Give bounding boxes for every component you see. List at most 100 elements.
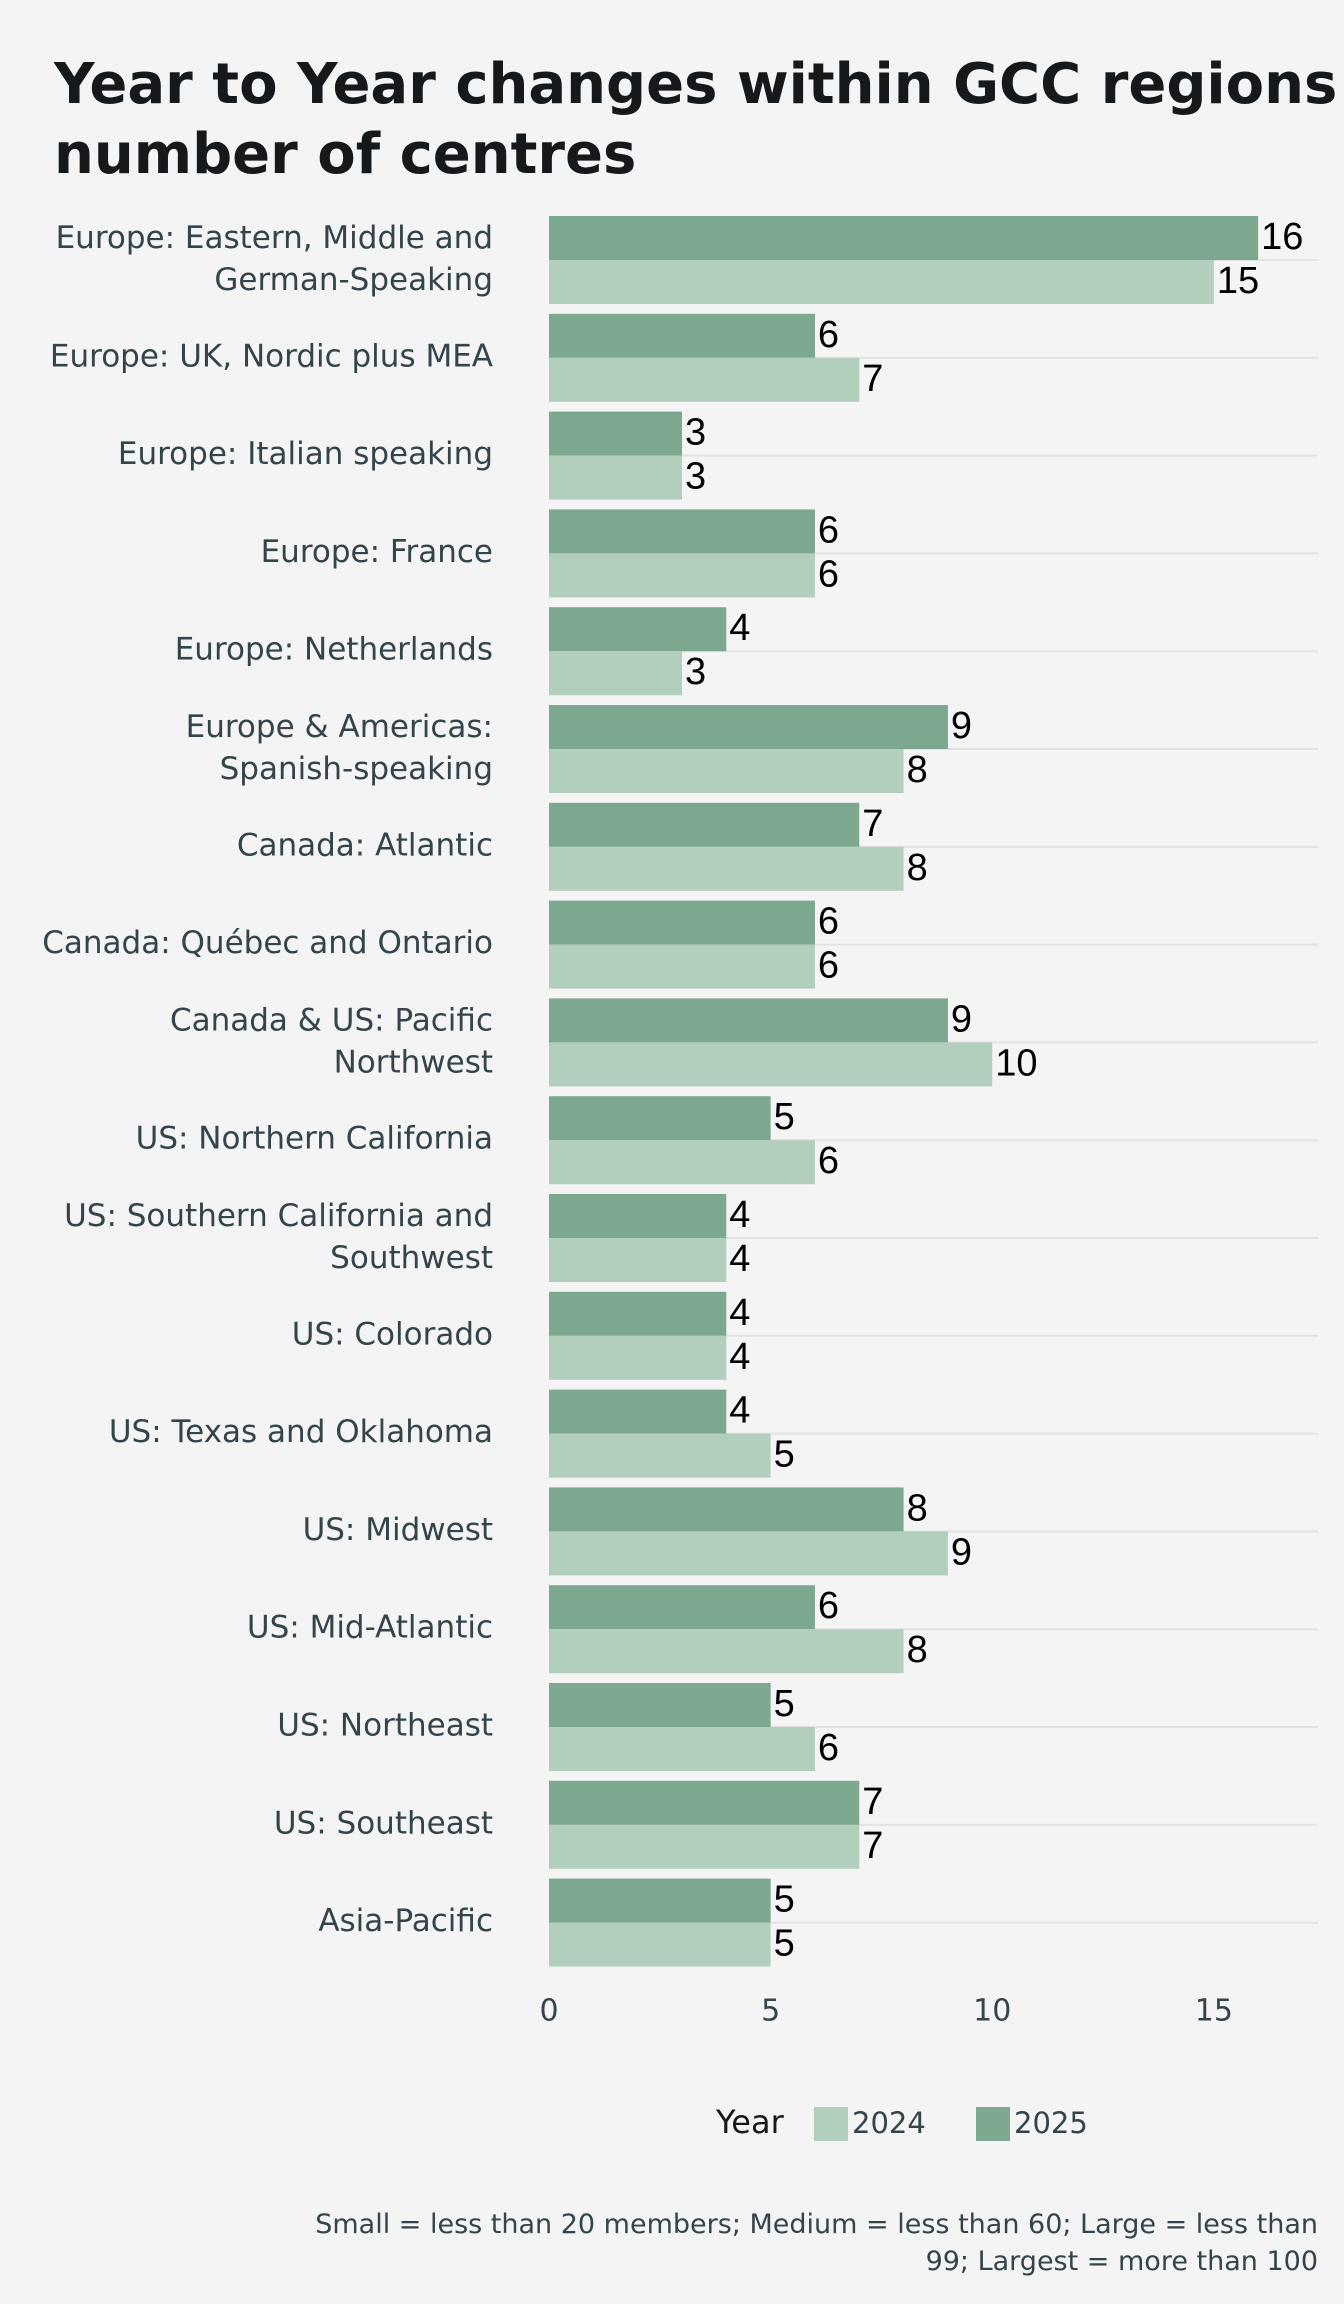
legend-label: 2025: [1014, 2106, 1088, 2140]
bar: [549, 1042, 993, 1087]
value-label: 6: [818, 945, 839, 987]
y-tick-label: US: Mid-Atlantic: [247, 1610, 493, 1646]
bar: [549, 1433, 771, 1478]
bar: [549, 1922, 771, 1967]
bar: [549, 411, 682, 456]
y-tick-label: Canada: Québec and Ontario: [42, 925, 493, 961]
legend-swatch: [814, 2107, 848, 2141]
value-label: 4: [729, 1336, 750, 1378]
value-label: 4: [729, 1390, 750, 1432]
bar: [549, 900, 815, 945]
bar: [549, 1194, 727, 1238]
value-label: 7: [862, 803, 883, 845]
bar: [549, 1683, 771, 1727]
y-tick-label: Europe: France: [261, 534, 493, 570]
caption: Small = less than 20 members; Medium = l…: [315, 2209, 1318, 2277]
y-tick-label: Europe & Americas: Spanish-speaking: [186, 709, 493, 787]
y-tick-label: Asia-Pacific: [318, 1903, 493, 1939]
x-tick-label: 5: [761, 1994, 780, 2029]
value-label: 8: [907, 1487, 928, 1529]
bar: [549, 1096, 771, 1141]
y-tick-label: Canada: Atlantic: [237, 827, 493, 863]
bar: [549, 1335, 727, 1380]
bar: [549, 1629, 904, 1674]
bar: [549, 802, 860, 847]
value-label: 7: [862, 1825, 883, 1867]
value-label: 7: [862, 1781, 883, 1823]
bar: [549, 651, 682, 696]
bar: [549, 455, 682, 500]
value-label: 5: [774, 1923, 795, 1965]
value-label: 3: [685, 651, 706, 693]
y-tick-label: US: Midwest: [303, 1512, 493, 1548]
legend-title: Year: [715, 2103, 785, 2141]
y-tick-label: US: Texas and Oklahoma: [109, 1414, 493, 1450]
bar: [549, 1140, 815, 1185]
bar: [549, 607, 727, 652]
y-tick-label: Europe: Eastern, Middle and German-Speaki…: [56, 220, 493, 298]
value-label: 5: [774, 1683, 795, 1725]
value-label: 6: [818, 901, 839, 943]
value-label: 5: [774, 1434, 795, 1476]
value-label: 10: [995, 1042, 1037, 1084]
value-label: 7: [862, 358, 883, 400]
bar: [549, 260, 1214, 304]
bar: [549, 1291, 727, 1336]
bar: [549, 1585, 815, 1630]
value-label: 8: [907, 749, 928, 791]
value-label: 8: [907, 1629, 928, 1671]
bar: [549, 509, 815, 554]
value-label: 9: [951, 1531, 972, 1573]
bar: [549, 749, 904, 793]
bar: [549, 944, 815, 989]
x-tick-label: 15: [1195, 1994, 1233, 2029]
y-tick-label: Canada & US: Pacific Northwest: [170, 1002, 493, 1080]
bar: [549, 846, 904, 891]
value-label: 5: [774, 1879, 795, 1921]
x-tick-label: 10: [973, 1994, 1011, 2029]
value-label: 4: [729, 1238, 750, 1280]
y-tick-label: US: Colorado: [292, 1316, 493, 1352]
value-label: 6: [818, 1140, 839, 1182]
bar: [549, 705, 948, 749]
value-label: 4: [729, 607, 750, 649]
bar: [549, 1824, 860, 1869]
value-label: 3: [685, 412, 706, 454]
value-label: 9: [951, 998, 972, 1040]
bar: [549, 1878, 771, 1923]
value-label: 3: [685, 456, 706, 498]
value-label: 4: [729, 1292, 750, 1334]
value-label: 6: [818, 314, 839, 356]
bar: [549, 1780, 860, 1825]
value-label: 6: [818, 509, 839, 551]
bar: [549, 1487, 904, 1532]
bar: [549, 1727, 815, 1771]
bar: [549, 313, 815, 358]
value-label: 6: [818, 553, 839, 595]
value-label: 6: [818, 1585, 839, 1627]
value-label: 16: [1261, 216, 1303, 258]
bar: [549, 357, 860, 402]
x-tick-label: 0: [539, 1994, 558, 2029]
y-tick-label: Europe: Italian speaking: [118, 436, 493, 472]
value-label: 5: [774, 1096, 795, 1138]
chart-title: Year to Year changes within GCC regions n…: [53, 52, 1337, 187]
y-tick-label: US: Northern California: [136, 1121, 493, 1157]
y-tick-label: US: Southeast: [274, 1805, 493, 1841]
y-tick-label: Europe: Netherlands: [175, 632, 493, 668]
value-label: 9: [951, 705, 972, 747]
y-tick-label: US: Southern California and Southwest: [64, 1198, 493, 1276]
bar: [549, 1238, 727, 1282]
legend-label: 2024: [852, 2106, 926, 2140]
value-label: 15: [1217, 260, 1259, 302]
bar: [549, 1389, 727, 1434]
y-tick-label: US: Northeast: [277, 1708, 493, 1744]
y-tick-label: Europe: UK, Nordic plus MEA: [50, 338, 493, 374]
value-label: 4: [729, 1194, 750, 1236]
bar: [549, 998, 948, 1043]
legend-swatch: [976, 2107, 1010, 2141]
bar: [549, 553, 815, 598]
value-label: 6: [818, 1727, 839, 1769]
